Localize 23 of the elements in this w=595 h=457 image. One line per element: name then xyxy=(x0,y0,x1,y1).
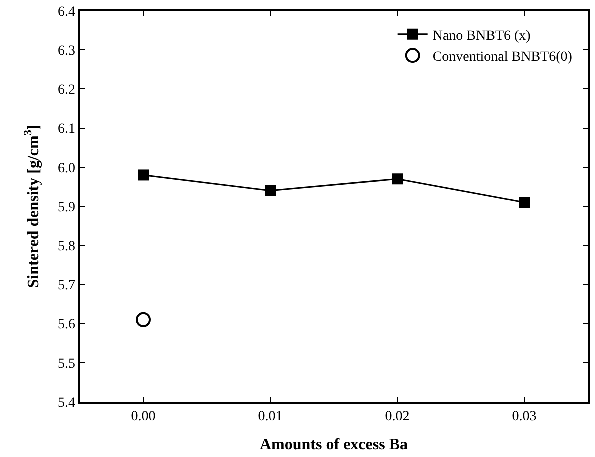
x-tick-label: 0.02 xyxy=(385,410,410,425)
y-tick-label: 5.6 xyxy=(58,318,76,333)
y-tick-label: 5.7 xyxy=(58,278,76,294)
y-tick-label: 6.1 xyxy=(58,122,76,138)
y-tick-label: 6.2 xyxy=(58,83,76,98)
x-tick-label: 0.01 xyxy=(258,410,283,425)
legend-label: Nano BNBT6 (x) xyxy=(432,28,532,44)
legend-label: Conventional BNBT6(0) xyxy=(432,50,573,66)
y-tick-label: 6.3 xyxy=(58,44,76,59)
point xyxy=(519,197,530,208)
y-tick-label: 5.4 xyxy=(58,396,76,411)
y-tick-label: 6.0 xyxy=(58,161,76,176)
y-tick-label: 5.8 xyxy=(58,240,76,254)
y-tick-label: 5.5 xyxy=(58,356,76,372)
x-tick-label: 0.00 xyxy=(131,410,156,425)
point xyxy=(265,185,276,196)
point xyxy=(138,170,149,181)
x-tick-label: 0.03 xyxy=(512,410,537,425)
x-axis-title: Amounts of excess Ba xyxy=(260,436,408,454)
point xyxy=(392,174,403,185)
point xyxy=(136,312,151,328)
y-tick-label: 6.4 xyxy=(58,4,76,20)
y-tick-label: 5.9 xyxy=(58,200,76,216)
